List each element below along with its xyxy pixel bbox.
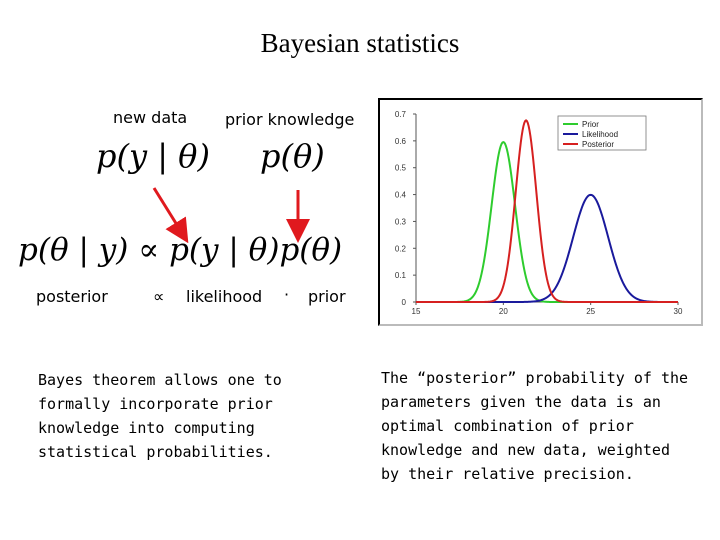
distribution-chart-svg: 0 0.1 0.2 0.3 0.4 0.5 0.6 0.7 15 20 25 30 PriorLikel… <box>395 110 683 316</box>
arrows-layer <box>152 187 310 244</box>
bayes-theorem-text: Bayes theorem allows one to formally inc… <box>38 371 282 461</box>
legend-label: Prior <box>582 120 599 129</box>
likelihood-arrow <box>152 187 189 244</box>
y-tick-label: 0 <box>402 298 407 307</box>
legend-label: Likelihood <box>582 130 618 139</box>
y-tick-label: 0.3 <box>395 217 407 226</box>
x-tick-label: 25 <box>586 307 595 316</box>
bayes-prior-term: p(θ) <box>279 232 343 268</box>
likelihood-label: likelihood <box>186 287 263 306</box>
x-tick-label: 30 <box>674 307 683 316</box>
prior-term: p(θ) <box>260 137 325 175</box>
x-tick-label: 20 <box>499 307 508 316</box>
y-tick-label: 0.1 <box>395 271 407 280</box>
posterior-label: posterior <box>36 287 108 306</box>
x-tick-label: 15 <box>412 307 421 316</box>
bayes-equation: p(θ | y) ∝ p(y | θ)p(θ) <box>18 232 342 268</box>
y-tick-label: 0.7 <box>395 110 407 119</box>
prior-label: prior <box>308 287 346 306</box>
series-line-posterior <box>416 119 678 303</box>
dot-symbol: · <box>284 285 290 304</box>
new-data-label: new data <box>113 108 188 127</box>
y-tick-label: 0.4 <box>395 191 407 200</box>
slide-title: Bayesian statistics <box>260 28 460 58</box>
series-line-likelihood <box>416 193 678 303</box>
prior-knowledge-label: prior knowledge <box>225 110 355 129</box>
posterior-explanation-text: The “posterior” probability of the param… <box>381 369 689 483</box>
posterior-term: p(θ | y) ∝ <box>18 232 170 268</box>
bayes-likelihood-term: p(y | θ) <box>169 232 280 268</box>
y-tick-label: 0.5 <box>395 164 407 173</box>
y-tick-label: 0.2 <box>395 244 407 253</box>
y-tick-label: 0.6 <box>395 137 407 146</box>
proportional-symbol: ∝ <box>153 287 165 306</box>
likelihood-term: p(y | θ) <box>96 137 210 175</box>
legend-label: Posterior <box>582 140 614 149</box>
distribution-chart: 0 0.1 0.2 0.3 0.4 0.5 0.6 0.7 15 20 25 30 Prior Likel… <box>378 98 703 326</box>
